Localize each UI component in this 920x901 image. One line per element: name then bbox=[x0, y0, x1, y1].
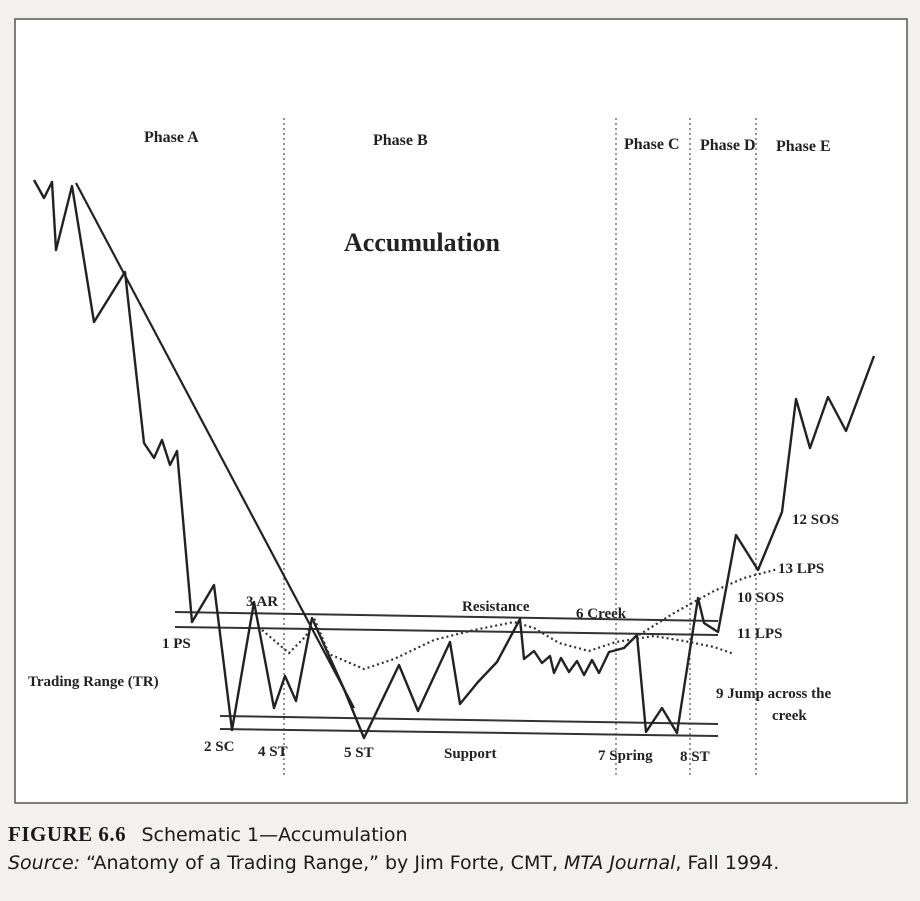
label-6-creek: 6 Creek bbox=[576, 606, 627, 622]
label-13-lps: 13 LPS bbox=[778, 561, 824, 577]
label-8-st: 8 ST bbox=[680, 749, 710, 765]
support-line-upper bbox=[219, 715, 719, 725]
label-resistance: Resistance bbox=[462, 599, 530, 615]
label-5-st: 5 ST bbox=[344, 745, 374, 761]
label-trading-range: Trading Range (TR) bbox=[28, 674, 159, 690]
label-4-st: 4 ST bbox=[258, 744, 288, 760]
phase-c-label: Phase C bbox=[624, 136, 680, 153]
resistance-line-lower bbox=[174, 626, 719, 636]
label-9-jump-line1: 9 Jump across the bbox=[716, 686, 831, 702]
phase-a-label: Phase A bbox=[144, 129, 199, 146]
frame-border bbox=[14, 18, 908, 804]
label-2-sc: 2 SC bbox=[204, 739, 234, 755]
label-3-ar: 3 AR bbox=[246, 594, 278, 610]
label-1-ps: 1 PS bbox=[162, 636, 191, 652]
figure-caption: FIGURE 6.6 Schematic 1—Accumulation Sour… bbox=[8, 820, 913, 877]
phase-e-label: Phase E bbox=[776, 138, 831, 155]
caption-line-1: FIGURE 6.6 Schematic 1—Accumulation bbox=[8, 820, 913, 849]
dotted-average-line bbox=[261, 615, 735, 671]
label-support: Support bbox=[444, 746, 497, 762]
accumulation-title: Accumulation bbox=[344, 228, 501, 257]
downtrend-line bbox=[75, 182, 355, 709]
price-path bbox=[32, 179, 876, 740]
source-text-2: , Fall 1994. bbox=[675, 852, 780, 874]
resistance-line-upper bbox=[174, 611, 719, 622]
label-7-spring: 7 Spring bbox=[598, 748, 653, 764]
source-label: Source: bbox=[8, 852, 81, 874]
source-journal: MTA Journal bbox=[564, 852, 676, 874]
phase-b-label: Phase B bbox=[373, 132, 428, 149]
dotted-uptrend-line bbox=[638, 567, 779, 636]
accumulation-schematic: Phase A Phase B Phase C Phase D Phase E … bbox=[14, 18, 908, 804]
caption-source-line: Source: “Anatomy of a Trading Range,” by… bbox=[8, 849, 913, 877]
figure-title: Schematic 1—Accumulation bbox=[141, 824, 408, 846]
support-line-lower bbox=[219, 728, 719, 737]
label-12-sos: 12 SOS bbox=[792, 512, 839, 528]
label-11-lps: 11 LPS bbox=[737, 626, 782, 642]
figure-frame: Phase A Phase B Phase C Phase D Phase E … bbox=[14, 18, 908, 804]
label-10-sos: 10 SOS bbox=[737, 590, 784, 606]
figure-number: FIGURE 6.6 bbox=[8, 822, 127, 846]
phase-d-label: Phase D bbox=[700, 137, 756, 154]
source-text-1: “Anatomy of a Trading Range,” by Jim For… bbox=[86, 852, 565, 874]
label-9-jump-line2: creek bbox=[772, 708, 807, 724]
